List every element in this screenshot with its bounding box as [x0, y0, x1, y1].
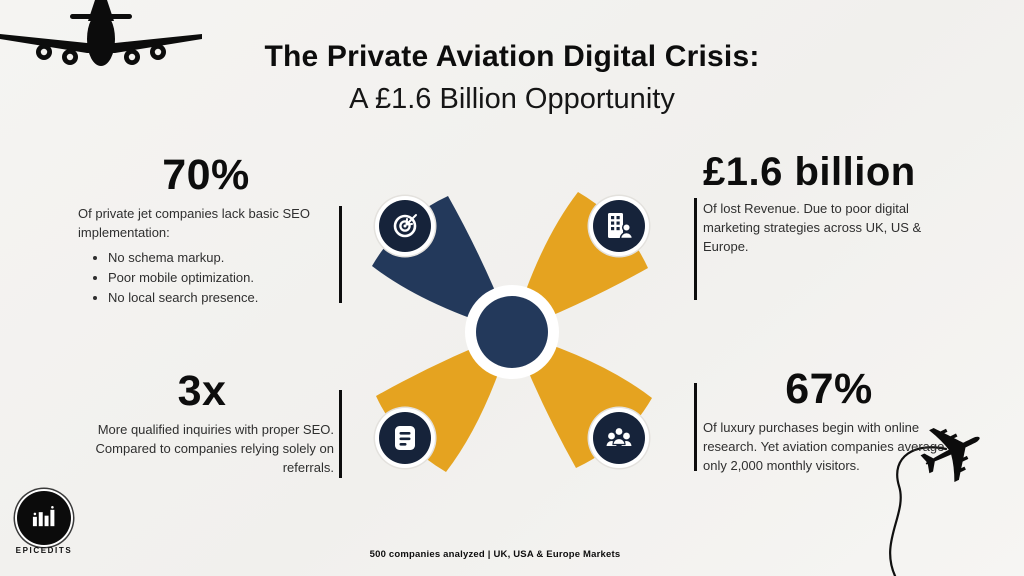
stat-inquiries-value: 3x	[177, 367, 227, 415]
page-title-line1: The Private Aviation Digital Crisis:	[264, 40, 760, 73]
stat-lost-revenue-description: Of lost Revenue. Due to poor digital mar…	[703, 201, 922, 254]
building-user-icon	[587, 194, 651, 258]
stat-online-research-description: Of luxury purchases begin with online re…	[703, 420, 945, 473]
stat-seo-gap-value: 70%	[162, 151, 250, 199]
people-icon	[587, 406, 651, 470]
divider-line-top-right	[694, 198, 697, 300]
stat-online-research: 67% Of luxury purchases begin with onlin…	[703, 365, 955, 476]
divider-line-bottom-right	[694, 383, 697, 471]
logo-bars-icon	[32, 505, 55, 527]
stat-inquiries: 3x More qualified inquiries with proper …	[70, 367, 334, 478]
center-circle	[476, 296, 548, 368]
stat-inquiries-description: More qualified inquiries with proper SEO…	[95, 422, 334, 475]
document-icon	[373, 406, 437, 470]
bullet-item: Poor mobile optimization.	[108, 268, 334, 288]
footer-note: 500 companies analyzed | UK, USA & Europ…	[369, 549, 621, 560]
divider-line-bottom-left	[339, 390, 342, 478]
center-pinwheel-diagram	[372, 192, 652, 472]
page-title-line2: A £1.6 Billion Opportunity	[349, 83, 675, 115]
stat-online-research-value: 67%	[785, 365, 873, 413]
brand-logo	[17, 491, 71, 545]
target-icon	[373, 194, 437, 258]
stat-seo-gap-description: Of private jet companies lack basic SEO …	[78, 206, 310, 241]
stat-lost-revenue-value: £1.6 billion	[703, 150, 916, 194]
bullet-item: No schema markup.	[108, 248, 334, 268]
stat-lost-revenue: £1.6 billion Of lost Revenue. Due to poo…	[703, 150, 951, 257]
divider-line-top-left	[339, 206, 342, 303]
stat-seo-gap: 70% Of private jet companies lack basic …	[78, 151, 334, 308]
brand-name: EPICEDITS	[15, 546, 73, 555]
bullet-item: No local search presence.	[108, 288, 334, 308]
title-block: The Private Aviation Digital Crisis: A £…	[0, 40, 1024, 116]
stat-seo-gap-bullets: No schema markup. Poor mobile optimizati…	[108, 248, 334, 308]
